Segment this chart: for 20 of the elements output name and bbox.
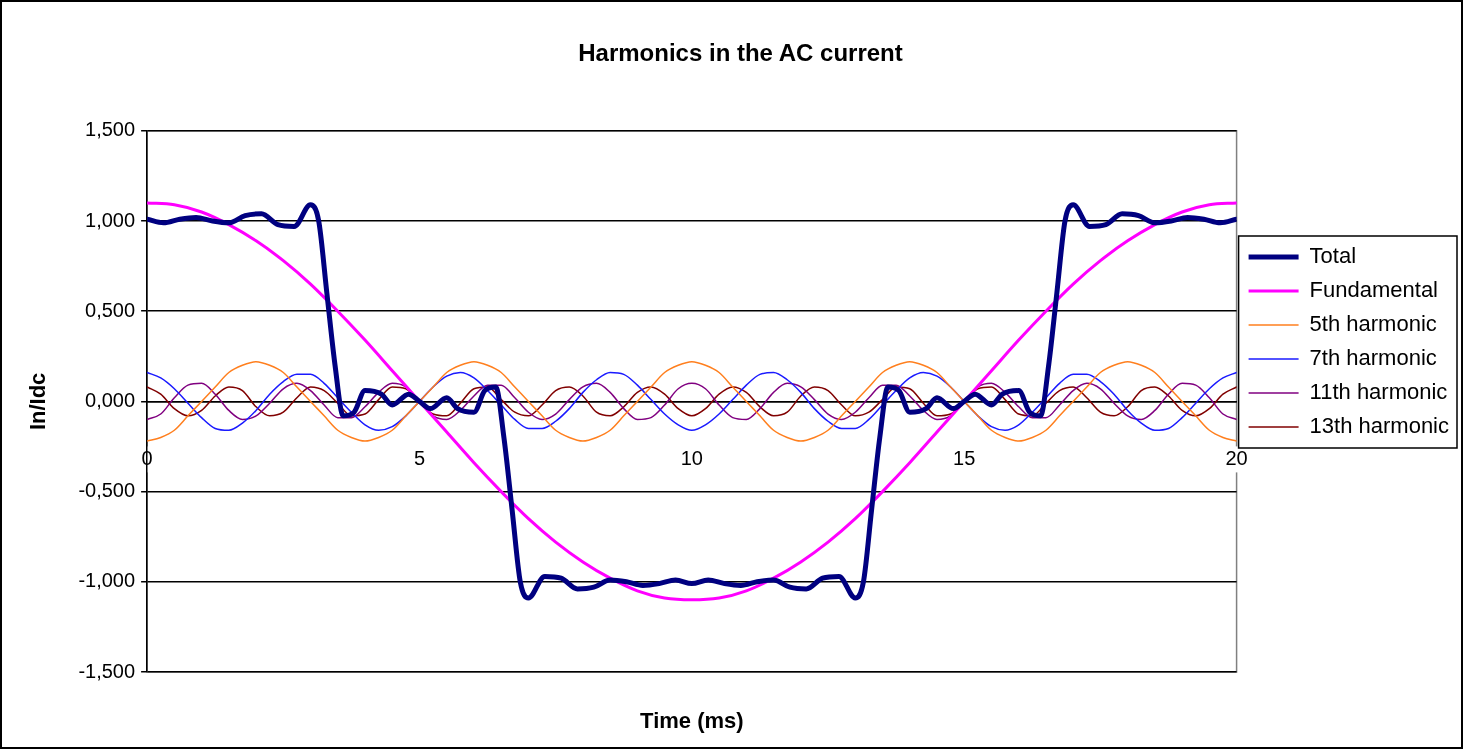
y-tick-label: 0,000: [85, 388, 136, 411]
y-tick-label: 1,000: [85, 208, 136, 231]
chart-title: Harmonics in the AC current: [578, 39, 903, 67]
x-tick-label: 10: [680, 446, 703, 469]
y-tick-label: 1,500: [85, 118, 136, 141]
y-tick-label: -1,500: [78, 659, 136, 682]
x-tick-label: 5: [413, 446, 426, 469]
x-tick-label: 20: [1225, 446, 1248, 469]
legend-label: 13th harmonic: [1309, 413, 1450, 439]
legend-label: 5th harmonic: [1309, 311, 1437, 337]
x-axis-title: Time (ms): [640, 708, 744, 734]
legend-label: Total: [1309, 243, 1357, 269]
y-tick-label: -0,500: [78, 479, 136, 502]
x-tick-label: 15: [953, 446, 976, 469]
y-axis-title: In/Idc: [25, 372, 51, 431]
legend-label: Fundamental: [1309, 277, 1439, 303]
legend-label: 7th harmonic: [1309, 345, 1437, 371]
y-tick-label: 0,500: [85, 298, 136, 321]
legend-label: 11th harmonic: [1309, 379, 1448, 405]
y-tick-label: -1,000: [78, 569, 136, 592]
